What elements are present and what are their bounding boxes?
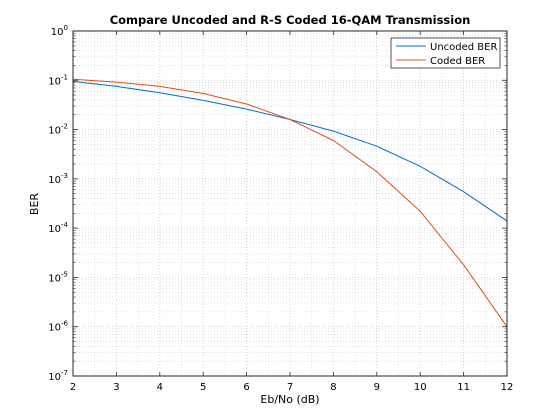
x-tick-label: 12 xyxy=(501,382,514,393)
y-tick-label: 10-4 xyxy=(48,221,68,235)
y-tick-label: 10-6 xyxy=(48,320,68,334)
legend-label-coded: Coded BER xyxy=(430,56,485,67)
x-tick-label: 10 xyxy=(414,382,427,393)
y-tick-label: 10-2 xyxy=(48,123,68,137)
x-axis-label: Eb/No (dB) xyxy=(260,393,319,406)
x-tick-labels: 2 3 4 5 6 7 8 9 10 11 12 xyxy=(70,382,514,393)
x-tick-label: 5 xyxy=(200,382,206,393)
y-tick-label: 10-1 xyxy=(48,73,68,87)
legend-box xyxy=(390,37,501,69)
legend-label-uncoded: Uncoded BER xyxy=(430,42,497,53)
chart-title: Compare Uncoded and R-S Coded 16-QAM Tra… xyxy=(110,13,471,27)
x-tick-label: 8 xyxy=(330,382,336,393)
x-tick-label: 4 xyxy=(157,382,163,393)
y-tick-label: 10-5 xyxy=(48,270,68,284)
y-tick-labels: 100 10-1 10-2 10-3 10-4 10-5 10-6 10-7 xyxy=(48,24,68,383)
y-tick-label: 100 xyxy=(51,24,68,38)
x-tick-label: 7 xyxy=(287,382,293,393)
legend: Uncoded BER Coded BER xyxy=(390,37,501,69)
y-axis-label: BER xyxy=(28,193,41,215)
x-tick-label: 9 xyxy=(374,382,380,393)
series-line-coded xyxy=(72,78,508,327)
y-tick-label: 10-7 xyxy=(48,369,68,383)
x-tick-label: 2 xyxy=(70,382,76,393)
x-tick-label: 3 xyxy=(113,382,119,393)
x-tick-label: 6 xyxy=(243,382,249,393)
y-tick-label: 10-3 xyxy=(48,172,68,186)
x-tick-label: 11 xyxy=(457,382,470,393)
tick-marks xyxy=(72,30,508,377)
series-layer xyxy=(72,78,508,327)
